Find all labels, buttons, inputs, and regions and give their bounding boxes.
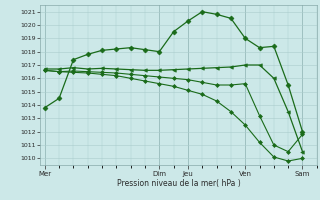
X-axis label: Pression niveau de la mer( hPa ): Pression niveau de la mer( hPa ) bbox=[116, 179, 240, 188]
